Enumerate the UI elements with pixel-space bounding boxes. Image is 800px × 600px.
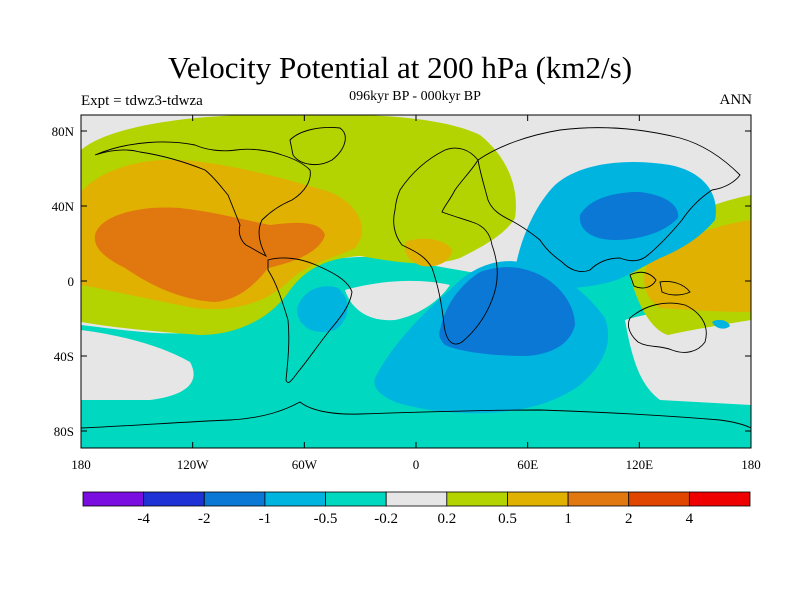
greenland-coast	[289, 127, 346, 166]
colorbar-swatch	[143, 491, 205, 507]
australia-coast	[627, 302, 707, 353]
colorbar-swatch	[628, 491, 690, 507]
weak-negative-south-america	[297, 286, 348, 332]
lon-label: 60W	[292, 457, 318, 472]
lon-label: 180	[71, 457, 91, 472]
lon-label: 120E	[626, 457, 654, 472]
colorbar-swatch	[385, 491, 448, 507]
map-title: Velocity Potential at 200 hPa (km2/s)	[167, 50, 633, 85]
lat-label: 40N	[52, 199, 75, 214]
colorbar-label: 0.2	[437, 511, 456, 527]
colorbar-label: 1	[564, 511, 572, 527]
coastlines	[81, 127, 751, 429]
contour-fill-layer	[81, 115, 751, 448]
map-subtitle: 096kyr BP - 000kyr BP	[349, 89, 481, 104]
strong-positive-east-pacific	[94, 207, 325, 302]
colorbar-label: 2	[625, 511, 633, 527]
lat-label: 40S	[54, 349, 74, 364]
neutral-band-southwest	[81, 330, 194, 400]
axis-layer: 80N 40N 0 40S 80S 180 120W 60W 0 60E 120E 180	[52, 115, 761, 472]
europe-africa-coast	[393, 147, 498, 345]
colorbar-swatch	[264, 491, 326, 507]
colorbar-label: -0.2	[374, 511, 398, 527]
positive-africa	[404, 238, 452, 267]
colorbar-swatch	[82, 491, 145, 507]
weak-negative-australia-east	[712, 319, 730, 329]
lon-label: 60E	[517, 457, 538, 472]
colorbar-swatch	[446, 491, 508, 507]
lat-label: 0	[68, 274, 75, 289]
neutral-band-mid-atlantic	[345, 280, 450, 321]
lon-label: 180	[741, 457, 761, 472]
south-america-coast	[267, 257, 353, 383]
colorbar-swatch	[688, 491, 751, 507]
lat-label: 80N	[52, 124, 75, 139]
colorbar-swatch	[507, 491, 569, 507]
colorbar: -4 -2 -1 -0.5 -0.2 0.2 0.5 1 2 4	[82, 491, 751, 527]
colorbar-label: -2	[198, 511, 211, 527]
negative-southern-africa	[439, 267, 575, 356]
colorbar-label: -1	[259, 511, 272, 527]
maritime-continent-coast	[629, 271, 691, 296]
colorbar-swatch	[203, 491, 266, 507]
season-label: ANN	[719, 92, 753, 108]
asia-coast	[477, 127, 741, 273]
negative-east-asia	[579, 192, 679, 240]
experiment-label: Expt = tdwz3-tdwza	[81, 93, 203, 109]
colorbar-label: 0.5	[498, 511, 517, 527]
colorbar-swatch	[567, 491, 630, 507]
north-america-coast	[94, 141, 311, 258]
lat-label: 80S	[54, 424, 74, 439]
colorbar-label: -4	[137, 511, 150, 527]
positive-west-pacific	[644, 220, 751, 312]
colorbar-label: 4	[686, 511, 694, 527]
colorbar-label: -0.5	[314, 511, 338, 527]
colorbar-swatch	[325, 491, 387, 507]
lon-label: 0	[413, 457, 420, 472]
lon-label: 120W	[177, 457, 210, 472]
antarctica-coast	[81, 401, 751, 429]
